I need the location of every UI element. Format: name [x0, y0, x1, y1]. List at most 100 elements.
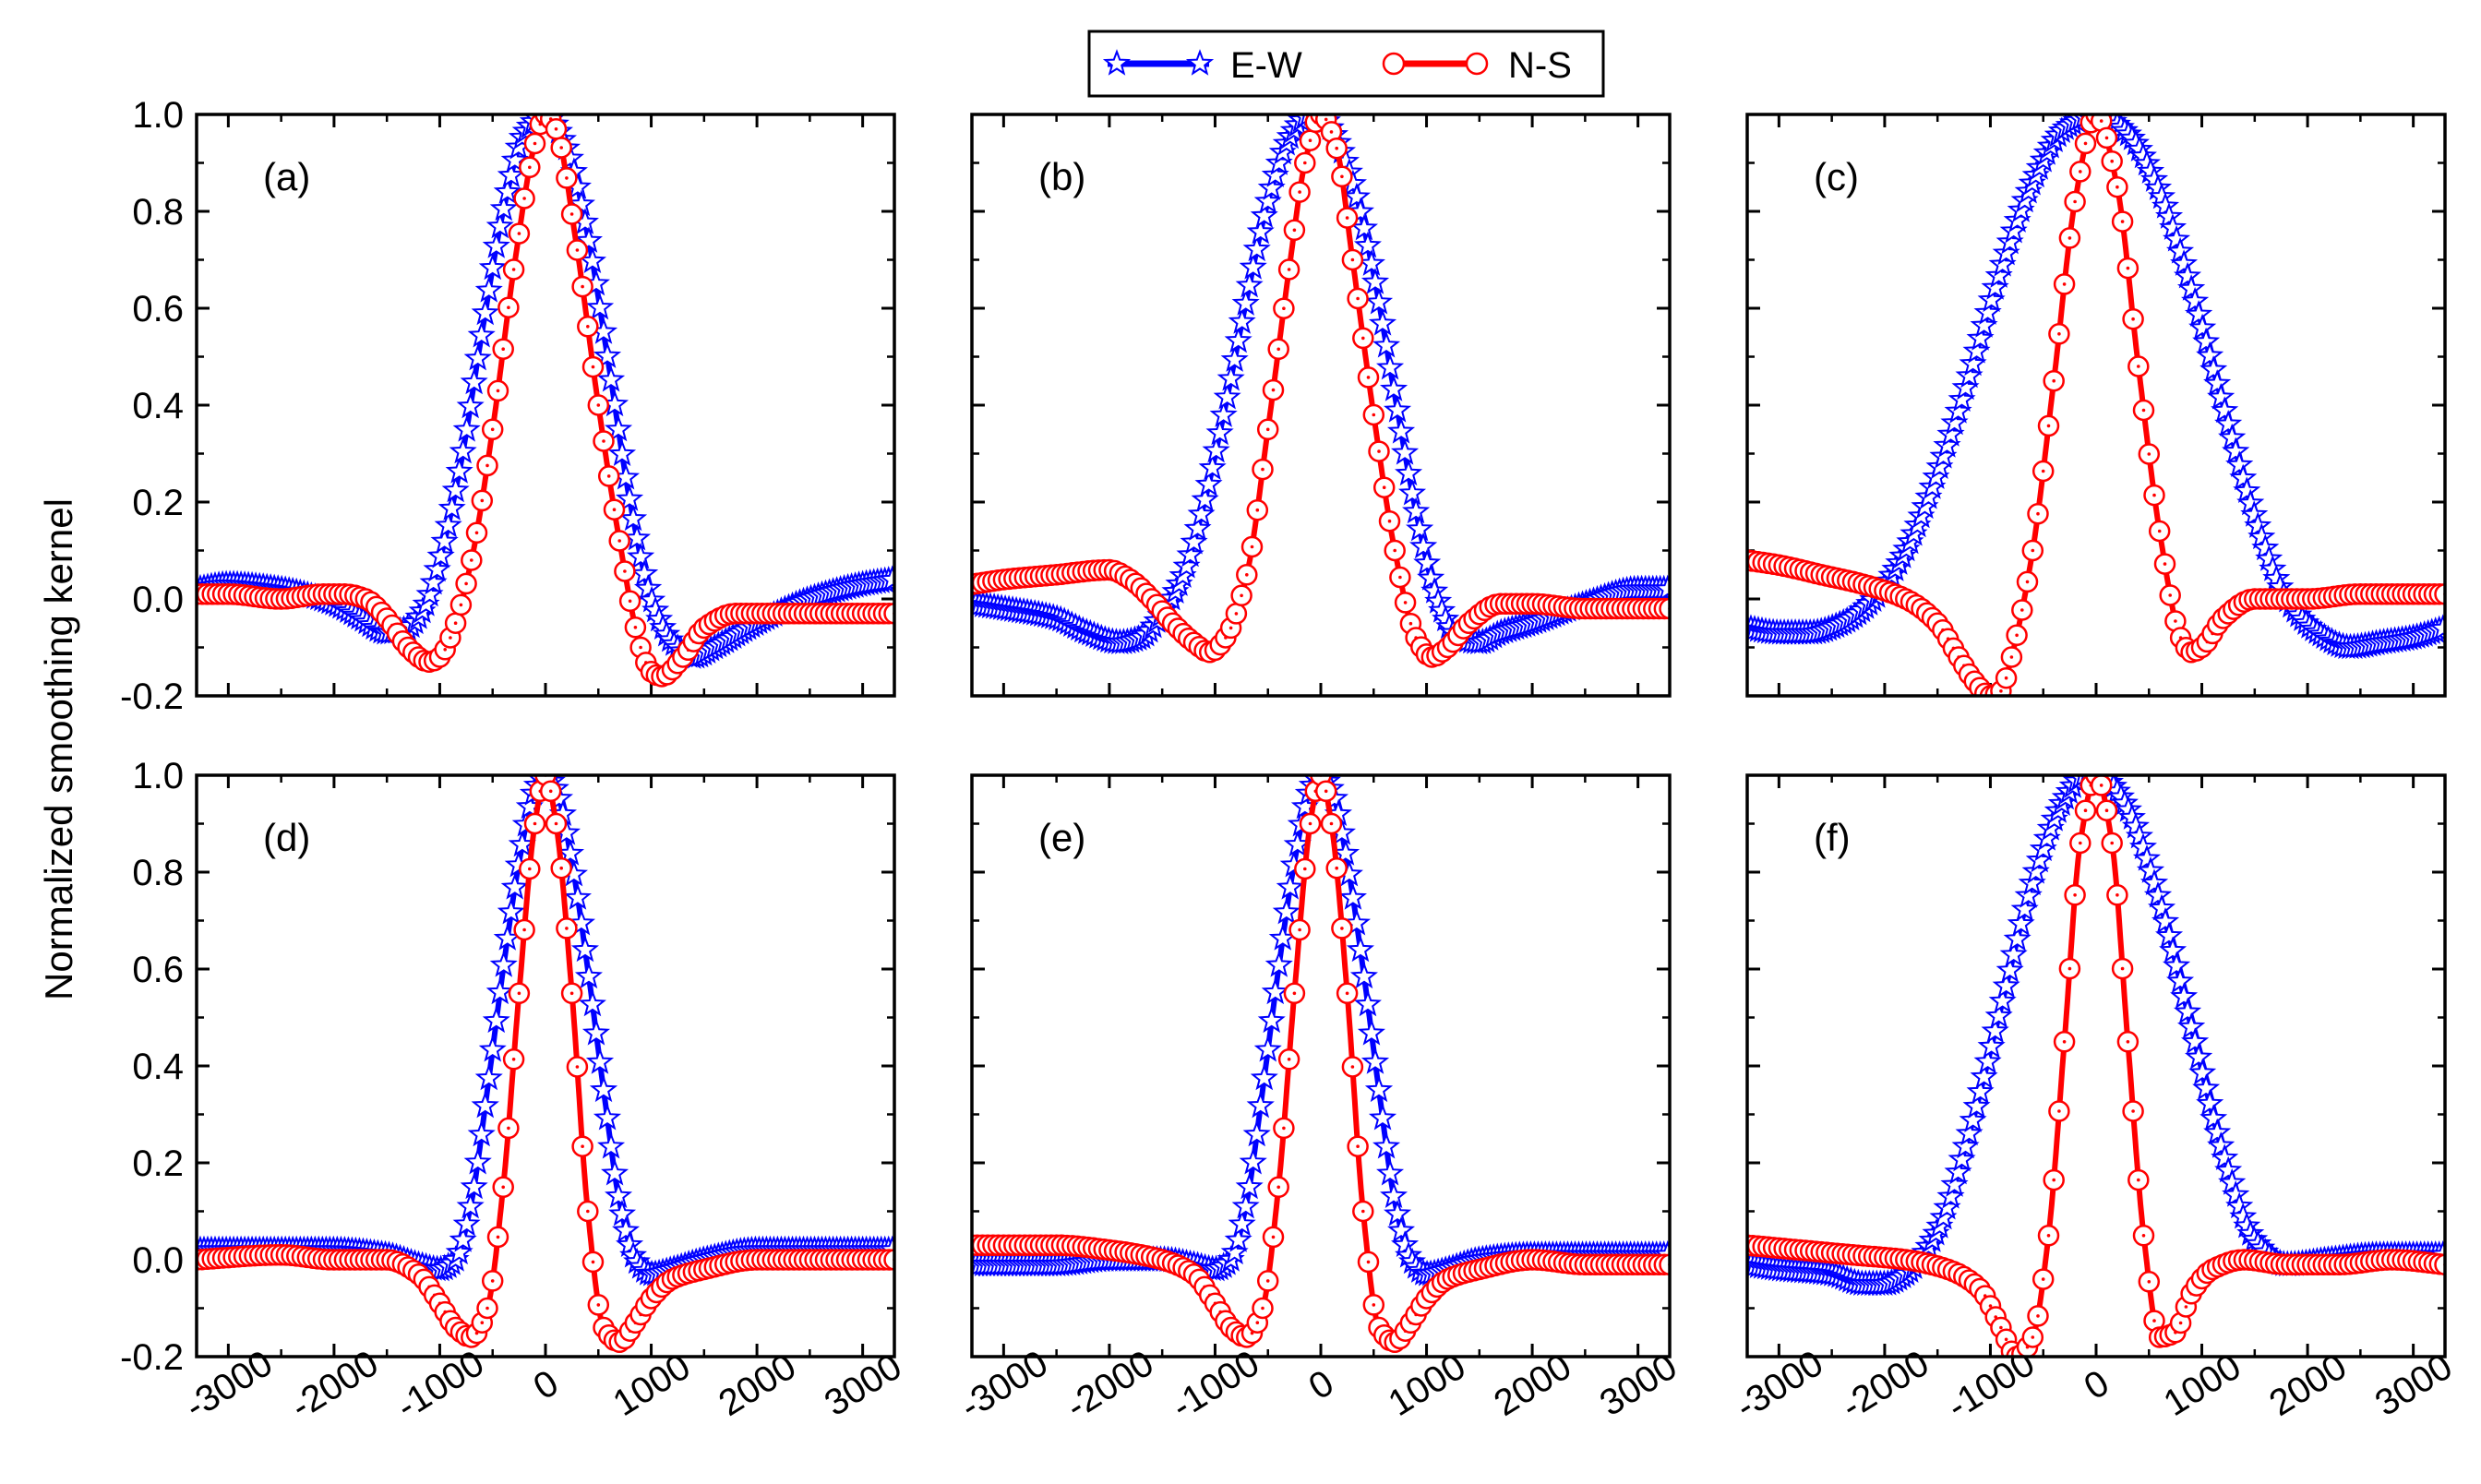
data-point-center: [1382, 485, 1386, 489]
data-point: [423, 555, 451, 582]
data-point-center: [1265, 427, 1270, 432]
data-point-center: [1340, 174, 1344, 179]
data-point: [2199, 355, 2228, 382]
data-point: [581, 1018, 610, 1046]
data-point-center: [517, 232, 521, 235]
data-point: [482, 232, 510, 258]
data-point-center: [1329, 821, 1334, 826]
data-point: [2244, 511, 2272, 538]
legend-entry-ew: E-W: [1102, 45, 1302, 86]
data-point: [585, 293, 615, 320]
data-point-center: [2104, 136, 2109, 140]
data-point: [616, 1230, 644, 1258]
data-point-center: [1276, 347, 1280, 352]
star-icon: [1102, 49, 1132, 76]
data-point-center: [1329, 130, 1334, 134]
data-point-center: [533, 821, 537, 826]
data-point: [2181, 286, 2210, 314]
data-point-center: [2137, 1178, 2140, 1182]
data-point: [1992, 971, 2020, 999]
data-point-center: [1255, 1321, 1260, 1324]
data-point: [1194, 470, 1223, 497]
series-ns: [197, 775, 894, 1354]
legend-ew-label: E-W: [1230, 45, 1302, 86]
data-point-center: [2036, 1314, 2040, 1318]
data-point: [2125, 821, 2153, 849]
data-point-center: [1372, 1303, 1376, 1307]
data-point: [1413, 548, 1442, 576]
data-point-center: [1265, 1279, 1270, 1283]
data-point: [563, 883, 592, 910]
data-point-center: [2052, 1178, 2056, 1182]
y-tick-label: 0.8: [132, 853, 184, 893]
data-point: [493, 177, 521, 204]
panel-a: -0.2 0.0 0.2 0.4 0.6 0.8 1.0 (a): [120, 95, 896, 717]
data-point-center: [1345, 991, 1349, 996]
data-point: [2428, 614, 2445, 640]
data-point: [629, 559, 659, 586]
data-point: [2207, 382, 2235, 410]
data-point: [593, 341, 622, 368]
data-point-center: [554, 127, 558, 131]
panel-a-plot-area: [197, 114, 894, 688]
data-point: [2214, 1155, 2243, 1183]
y-tick-label: 1.0: [132, 95, 184, 136]
data-point-center: [1361, 1209, 1365, 1214]
data-point-center: [1988, 1304, 1993, 1308]
data-point: [2434, 1253, 2445, 1276]
data-point-center: [533, 141, 537, 146]
data-point: [478, 253, 507, 281]
data-point: [1999, 939, 2028, 967]
data-point: [1420, 577, 1449, 604]
panel-f: -3000 -2000 -1000 0 1000 2000 3000(f): [1729, 773, 2460, 1428]
data-point: [2188, 313, 2217, 341]
data-point: [2151, 191, 2180, 219]
data-point-center: [496, 389, 500, 393]
data-point-center: [1271, 1235, 1276, 1239]
data-point-center: [2152, 1319, 2156, 1322]
data-point-center: [1276, 1185, 1280, 1190]
data-point-center: [1229, 626, 1233, 630]
data-point: [2434, 583, 2445, 605]
data-point-center: [2115, 185, 2119, 189]
data-point: [597, 365, 626, 392]
data-point-center: [507, 1126, 510, 1131]
data-point: [1380, 375, 1408, 401]
data-point: [1659, 1253, 1670, 1276]
data-point: [1231, 289, 1260, 316]
data-point: [578, 989, 606, 1017]
panel-d-label: (d): [263, 816, 310, 859]
data-point: [1360, 1047, 1390, 1074]
data-point-center: [581, 284, 584, 289]
data-point: [2188, 1058, 2217, 1085]
data-point-center: [1403, 601, 1408, 604]
data-point: [1228, 1209, 1256, 1237]
data-point-center: [612, 508, 617, 511]
data-point: [1220, 345, 1249, 372]
data-point-center: [1350, 1065, 1355, 1069]
data-point-center: [2141, 1234, 2146, 1238]
data-point-center: [474, 531, 479, 535]
data-point-center: [1292, 991, 1297, 996]
data-point: [1653, 574, 1670, 602]
data-point: [1202, 436, 1230, 463]
series-ns: [972, 775, 1670, 1354]
data-point: [2203, 369, 2232, 396]
data-point-center: [1398, 575, 1402, 580]
data-point: [1349, 962, 1378, 989]
data-point-center: [1271, 388, 1276, 392]
data-point-center: [1287, 1058, 1291, 1061]
panel-d-plot-area: [197, 775, 894, 1354]
data-point-center: [2126, 1040, 2130, 1044]
data-point: [2199, 1104, 2228, 1131]
data-point-center: [517, 991, 521, 996]
data-point-center: [1324, 117, 1328, 122]
data-point-center: [2157, 529, 2162, 533]
data-point: [2163, 224, 2191, 252]
data-point-center: [2025, 580, 2030, 584]
data-point: [1272, 897, 1300, 925]
data-point: [2166, 966, 2195, 994]
data-point: [1353, 231, 1382, 258]
data-point-center: [1372, 413, 1376, 417]
data-point: [1372, 1131, 1401, 1159]
